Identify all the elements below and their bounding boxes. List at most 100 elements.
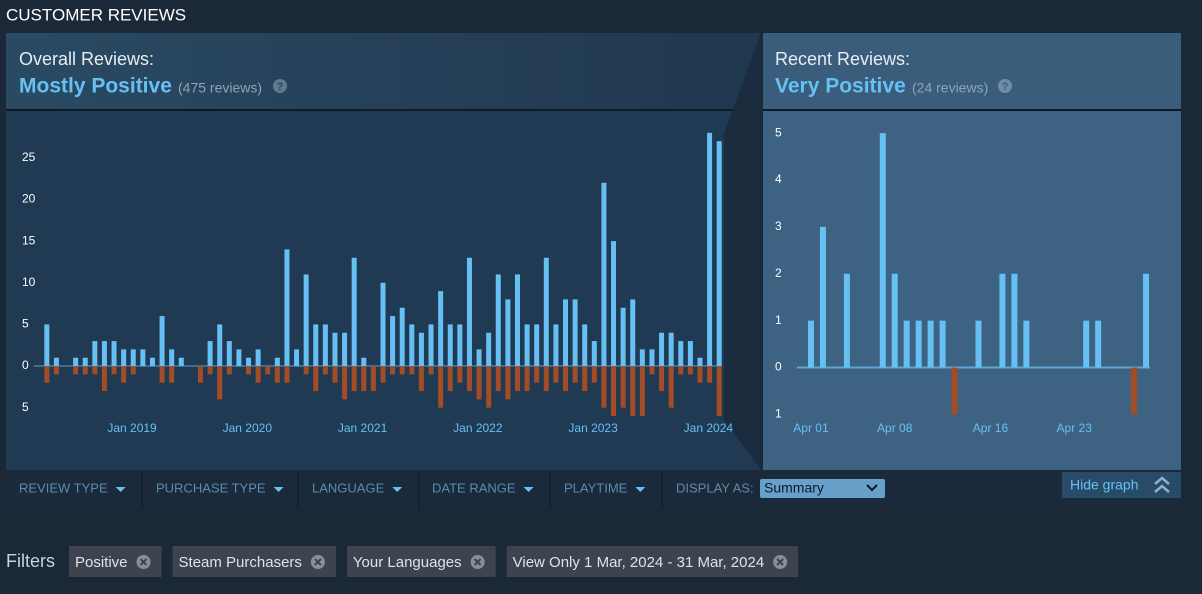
bar [274, 357, 280, 367]
bar [207, 341, 213, 367]
bar [428, 366, 434, 375]
display-select-value[interactable]: Summary [764, 480, 824, 496]
hide-graph-button[interactable] [1062, 472, 1181, 498]
bar [1143, 273, 1150, 368]
bar [476, 366, 482, 400]
bar [543, 257, 549, 367]
bar [361, 366, 367, 392]
bar [582, 324, 588, 367]
bar [649, 366, 655, 375]
bar [687, 341, 693, 367]
section-title: CUSTOMER REVIEWS [6, 5, 186, 24]
hide-graph-text[interactable]: Hide graph [1070, 477, 1139, 493]
chip-text[interactable]: Steam Purchasers [179, 554, 302, 571]
bar [409, 366, 415, 375]
chip-remove-x [314, 558, 322, 566]
display-as-label: DISPLAY AS: [676, 480, 754, 495]
bar [82, 366, 88, 375]
bar [303, 366, 309, 375]
bar [73, 357, 79, 367]
bar [92, 341, 98, 367]
menu-item[interactable]: PLAYTIME [564, 480, 628, 495]
bar [843, 273, 850, 368]
filter-chip[interactable]: Positive [69, 546, 162, 577]
menu-arrow [273, 487, 284, 492]
display-select[interactable] [760, 479, 885, 498]
bar [236, 349, 242, 367]
bar [111, 366, 117, 375]
chip-text[interactable]: Positive [75, 554, 128, 571]
bar [322, 366, 328, 375]
bar [505, 299, 511, 367]
menu-item[interactable]: DATE RANGE [432, 480, 516, 495]
help-icon[interactable] [998, 79, 1012, 93]
bar [197, 366, 203, 383]
bar [630, 299, 636, 367]
bar [370, 366, 376, 392]
bar [903, 320, 910, 368]
bar [246, 366, 252, 375]
help-icon-text[interactable]: ? [1002, 81, 1009, 93]
bar [159, 366, 165, 383]
bar [611, 241, 617, 367]
bar [466, 366, 472, 392]
bar [53, 366, 59, 375]
bar [630, 366, 636, 417]
menu-item[interactable]: PURCHASE TYPE [156, 480, 266, 495]
menu-item[interactable]: LANGUAGE [312, 480, 385, 495]
filter-chip[interactable]: Your Languages [346, 546, 496, 577]
bar [265, 366, 271, 375]
bar [1083, 320, 1090, 368]
bar [514, 274, 520, 367]
bar [524, 324, 530, 367]
bar [207, 366, 213, 375]
chip-remove-x [473, 558, 482, 566]
help-icon[interactable] [273, 79, 287, 93]
bar [601, 182, 607, 367]
bar [284, 249, 290, 367]
x-tick-label: Jan 2023 [568, 421, 618, 435]
bar [457, 366, 463, 383]
bar [226, 366, 232, 375]
bar [130, 366, 136, 375]
bar [447, 366, 453, 392]
bar [332, 332, 338, 367]
menu-item[interactable]: REVIEW TYPE [19, 480, 108, 495]
bar [217, 324, 223, 367]
bar [342, 366, 348, 400]
bar [563, 366, 569, 392]
filter-chip[interactable]: View Only 1 Mar, 2024 - 31 Mar, 2024 [506, 546, 799, 577]
y-tick-label: 25 [22, 150, 36, 164]
bar [668, 366, 674, 408]
bar [169, 349, 175, 367]
chip-bg[interactable] [506, 546, 799, 577]
help-icon-text[interactable]: ? [277, 81, 284, 93]
bar [514, 366, 520, 392]
bar [313, 366, 319, 392]
chip-text[interactable]: Your Languages [353, 554, 462, 571]
bar [707, 366, 713, 383]
filter-chips: Positive Steam Purchasers Your Languages Vi… [69, 546, 799, 577]
y-tick-label: 5 [22, 400, 29, 414]
y-tick-label: 1 [775, 407, 782, 421]
bar [121, 349, 127, 367]
bar [939, 320, 946, 368]
bar [101, 366, 107, 392]
y-tick-label: 2 [775, 266, 782, 280]
bar [294, 349, 300, 367]
chip-remove-x [139, 558, 148, 566]
bar [505, 366, 511, 400]
chip-bg[interactable] [172, 546, 336, 577]
bar [53, 357, 59, 367]
bar [342, 332, 348, 367]
bar [678, 366, 684, 375]
chip-text[interactable]: View Only 1 Mar, 2024 - 31 Mar, 2024 [513, 554, 765, 571]
bar [390, 316, 396, 367]
bar [999, 273, 1006, 368]
y-tick-label: 3 [775, 219, 782, 233]
x-tick-label: Jan 2024 [684, 421, 734, 435]
filter-chip[interactable]: Steam Purchasers [172, 546, 336, 577]
bar [707, 132, 713, 367]
